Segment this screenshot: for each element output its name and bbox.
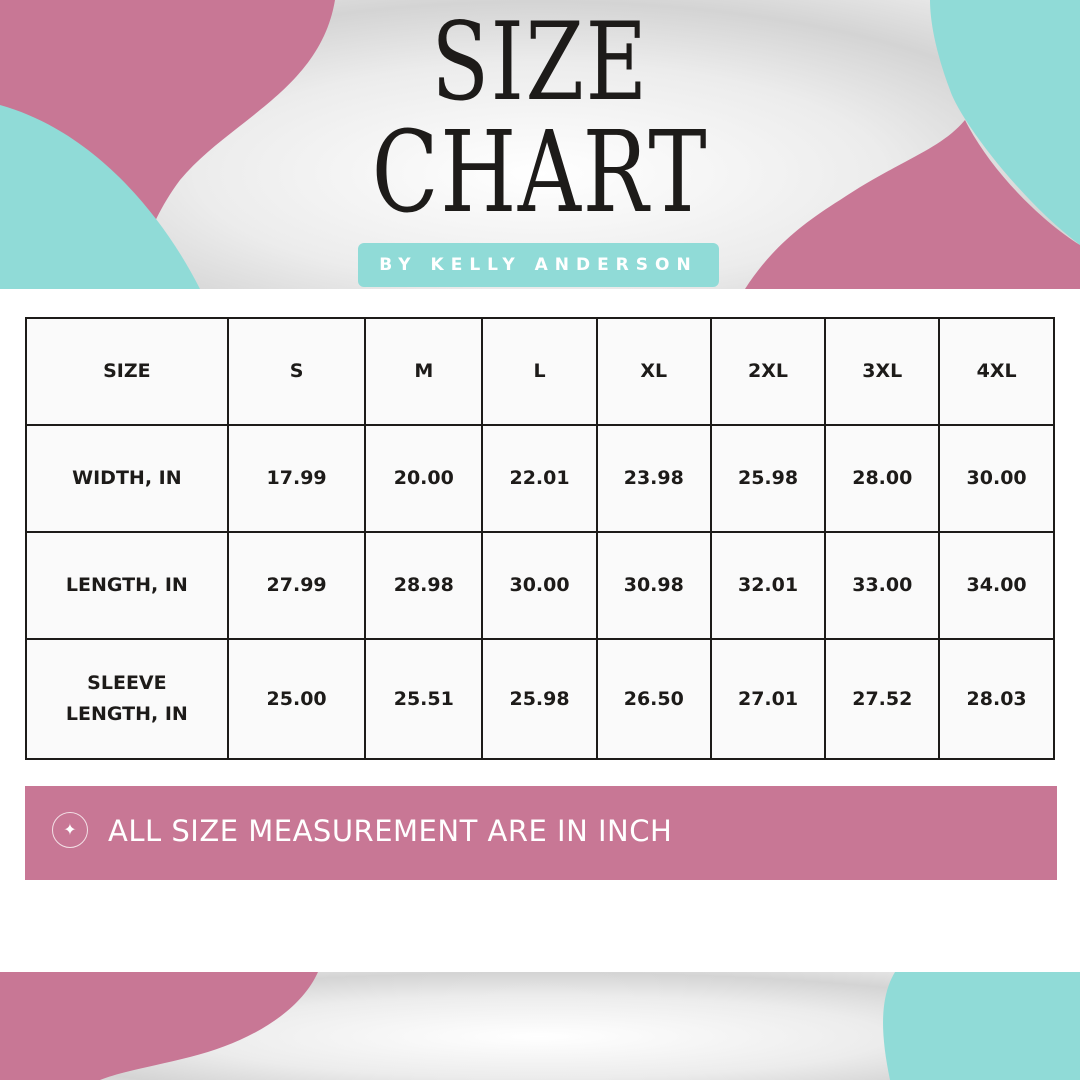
cell: 28.00 [824, 424, 941, 533]
header-cell: 4XL [938, 317, 1055, 426]
cell: 25.51 [364, 638, 484, 760]
cell: 28.98 [364, 531, 484, 640]
header-cell: M [364, 317, 484, 426]
header-cell: S [226, 317, 367, 426]
header-cell: SIZE [25, 317, 229, 426]
cell: 25.98 [709, 424, 827, 533]
table-header-row: SIZE S M L XL 2XL 3XL 4XL [25, 317, 1055, 426]
footer-banner [0, 972, 1080, 1080]
decorative-blobs-bottom [0, 972, 1080, 1080]
header-cell: XL [595, 317, 712, 426]
cell: 30.98 [595, 531, 712, 640]
cell: 27.52 [824, 638, 941, 760]
measurement-note: ✦ ALL SIZE MEASUREMENT ARE IN INCH [25, 786, 1057, 880]
sparkle-icon: ✦ [52, 812, 88, 848]
table-row: LENGTH, IN 27.99 28.98 30.00 30.98 32.01… [25, 531, 1055, 640]
cell: 23.98 [595, 424, 712, 533]
cell: 34.00 [938, 531, 1055, 640]
cell: 25.00 [226, 638, 367, 760]
header-cell: 3XL [824, 317, 941, 426]
cell: 17.99 [226, 424, 367, 533]
cell: 27.01 [709, 638, 827, 760]
table-row: WIDTH, IN 17.99 20.00 22.01 23.98 25.98 … [25, 424, 1055, 533]
size-table: SIZE S M L XL 2XL 3XL 4XL WIDTH, IN 17.9… [25, 317, 1055, 760]
note-text: ALL SIZE MEASUREMENT ARE IN INCH [108, 814, 673, 848]
cell: 33.00 [824, 531, 941, 640]
row-label: SLEEVE LENGTH, IN [25, 638, 229, 760]
cell: 28.03 [938, 638, 1055, 760]
cell: 22.01 [481, 424, 598, 533]
header-cell: 2XL [709, 317, 827, 426]
cell: 30.00 [938, 424, 1055, 533]
byline-badge: BY KELLY ANDERSON [358, 243, 719, 287]
header-banner: SIZE CHART BY KELLY ANDERSON [0, 0, 1080, 289]
cell: 30.00 [481, 531, 598, 640]
row-label: WIDTH, IN [25, 424, 229, 533]
decorative-blobs [0, 0, 1080, 289]
cell: 32.01 [709, 531, 827, 640]
cell: 26.50 [595, 638, 712, 760]
cell: 27.99 [226, 531, 367, 640]
row-label: LENGTH, IN [25, 531, 229, 640]
title-size: SIZE [431, 0, 649, 125]
cell: 20.00 [364, 424, 484, 533]
cell: 25.98 [481, 638, 598, 760]
title-chart: CHART [371, 108, 709, 238]
table-row: SLEEVE LENGTH, IN 25.00 25.51 25.98 26.5… [25, 638, 1055, 760]
header-cell: L [481, 317, 598, 426]
